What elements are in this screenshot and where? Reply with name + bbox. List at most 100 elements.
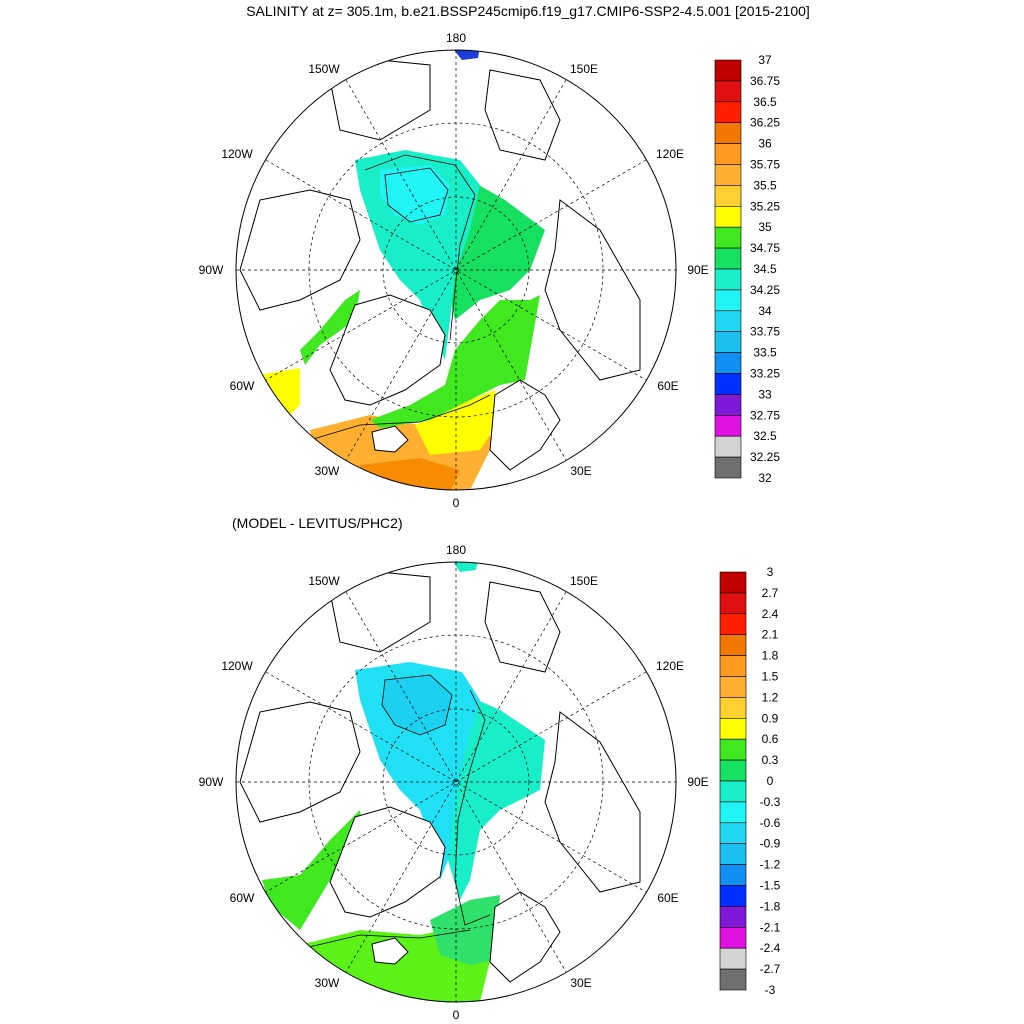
meridian-line [345,79,567,461]
coastline-greenland [329,294,446,406]
colorbar-label: 2.7 [762,586,779,600]
colorbar-swatch [719,968,747,991]
polar-map-salinity: 180 150E 120E 90E 60E 30E 0 30W 60W 90W … [199,31,709,510]
lon-label-90w: 90W [199,263,224,277]
lon-label-0: 0 [453,1008,460,1022]
lon-label-150e: 150E [570,574,598,588]
colorbar-label: 33.75 [750,325,780,339]
colorbar-label: 1.8 [762,649,779,663]
lon-label-60w: 60W [230,891,255,905]
colorbar-swatch [714,414,742,437]
field-canada-cyan [355,662,480,880]
meridian-line [345,79,567,461]
colorbar-swatch [719,885,747,907]
colorbar-swatch [714,122,742,144]
colorbar-label: 32.25 [750,450,780,464]
contour-line [381,674,453,736]
coastline-alaska [329,571,431,653]
field-labrador-green [262,810,365,930]
colorbar-label: 34 [758,304,772,318]
contour-line [384,167,449,223]
colorbar-label: 33.5 [753,346,777,360]
field-eurasian-turquoise [448,690,545,900]
lon-label-60e: 60E [657,379,678,393]
colorbar-label: 32.75 [750,408,780,422]
colorbar-swatch [714,373,742,395]
coastline-scandinavia [489,379,561,471]
lon-label-150w: 150W [308,574,340,588]
chart-title: SALINITY at z= 305.1m, b.e21.BSSP245cmip… [246,3,810,19]
colorbar-swatch [714,394,742,416]
colorbar-label: 1.5 [762,670,779,684]
coastline-siberia [544,199,641,381]
lon-label-150w: 150W [308,62,340,76]
colorbar-label: 35.5 [753,178,777,192]
colorbar-swatch [714,435,742,458]
colorbar-swatch [714,226,742,249]
lon-label-90e: 90E [687,263,708,277]
lon-label-30e: 30E [570,976,591,990]
colorbar-swatch [714,185,742,207]
coastline-chukotka [484,581,561,673]
colorbar-swatch [714,59,742,82]
colorbar-label: 33.25 [750,367,780,381]
field-baffin-green [300,290,360,365]
coastline-chukotka [484,69,561,161]
colorbar-label: 37 [758,53,772,67]
colorbar-label: -0.3 [760,795,781,809]
polar-map-difference: 180 150E 120E 90E 60E 30E 0 30W 60W 90W … [199,543,709,1022]
colorbar-swatch [714,310,742,332]
colorbar-swatch [719,906,747,928]
colorbar-label: 0.3 [762,753,779,767]
colorbar-swatch [719,780,747,803]
field-fram-green [370,295,540,428]
colorbar-label: 32.5 [753,429,777,443]
colorbar-label: 35.25 [750,199,780,213]
lon-label-90e: 90E [687,775,708,789]
colorbar-label: -1.5 [760,879,781,893]
coastline-alaska [329,59,431,141]
colorbar-swatch [714,101,742,124]
colorbar-swatch [719,864,747,886]
colorbar-label: -2.7 [760,962,781,976]
lon-label-120e: 120E [656,147,684,161]
colorbar-label: -2.4 [760,941,781,955]
meridian-line [265,159,647,381]
colorbar-label: 2.1 [762,628,779,642]
colorbar-label: 34.75 [750,241,780,255]
meridian-line [345,591,567,973]
difference-title: (MODEL - LEVITUS/PHC2) [232,515,403,531]
colorbar-label: -0.6 [760,816,781,830]
colorbar-swatch [719,738,747,761]
field-norwegian-yellow [415,390,500,455]
colorbar-swatch [719,947,747,970]
colorbar-swatch [714,80,742,103]
colorbar-swatch [719,592,747,615]
colorbar-label: 0 [767,774,774,788]
colorbar-label: 35.75 [750,158,780,172]
colorbar-swatch [719,759,747,782]
contour-line [304,929,471,949]
colorbar-swatch [719,655,747,677]
colorbar-swatch [719,843,747,865]
colorbar-label: 36 [758,137,772,151]
coastline-iceland [371,425,409,453]
lon-label-150e: 150E [570,62,598,76]
contour-line [454,689,491,926]
colorbar-swatch [714,143,742,165]
lon-label-180: 180 [446,31,466,45]
lon-label-120e: 120E [656,659,684,673]
colorbar-swatch [714,456,742,479]
map-boundary [235,49,677,491]
colorbar-label: -2.1 [760,920,781,934]
coastline-canada [239,701,361,823]
colorbar-label: 0.6 [762,732,779,746]
colorbar-swatch [719,676,747,698]
colorbar-swatch [719,613,747,635]
lon-label-30w: 30W [315,976,340,990]
colorbar-swatch [714,352,742,374]
colorbar-label: -1.8 [760,899,781,913]
meridian-line [265,671,647,893]
map-boundary [235,561,677,1003]
